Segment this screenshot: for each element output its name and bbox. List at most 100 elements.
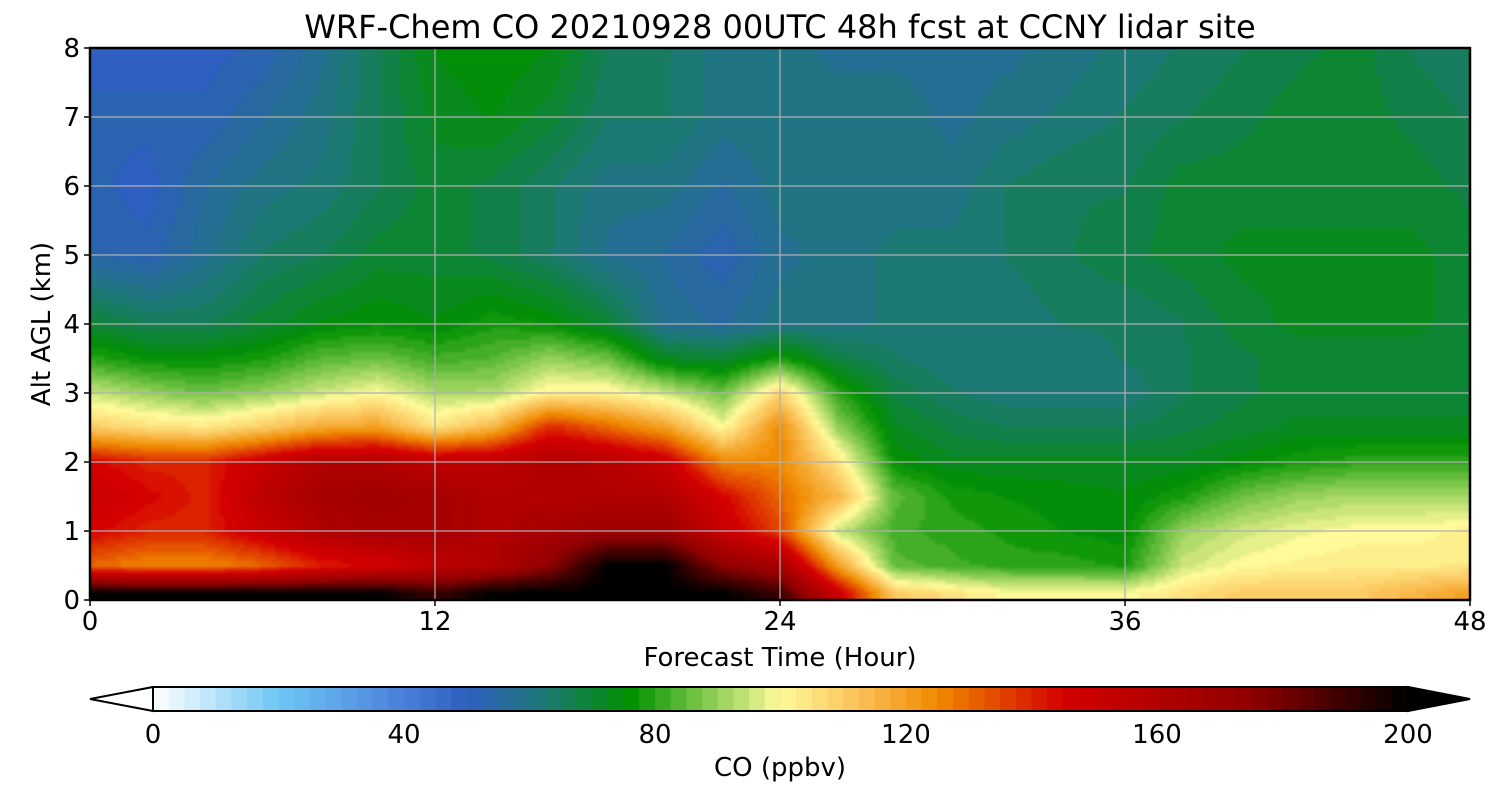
colorbar-segment xyxy=(1235,687,1252,711)
colorbar-frame xyxy=(152,686,1409,712)
colorbar-ticks: 0 40 80 120 160 200 xyxy=(145,720,1433,750)
colorbar-segment xyxy=(1392,687,1409,711)
colorbar-segment xyxy=(1172,687,1189,711)
colorbar-segment xyxy=(1251,687,1268,711)
colorbar-segment xyxy=(607,687,625,711)
colorbar-segment xyxy=(451,687,468,711)
colorbar-segment xyxy=(1157,687,1174,711)
colorbar-segment xyxy=(356,687,374,711)
colorbar-segment xyxy=(168,687,185,711)
colorbar-segment xyxy=(466,687,484,711)
colorbar-tick-label: 200 xyxy=(1383,720,1433,750)
colorbar-segment xyxy=(1219,687,1237,711)
colorbar-label: CO (ppbv) xyxy=(714,753,846,783)
x-tick-label: 36 xyxy=(1108,607,1141,637)
colorbar-segment xyxy=(623,687,640,711)
colorbar-segment xyxy=(733,687,750,711)
colorbar-tick-label: 40 xyxy=(387,720,420,750)
colorbar-segment xyxy=(262,687,280,711)
colorbar-segment xyxy=(749,687,766,711)
colorbar-segment xyxy=(231,687,248,711)
colorbar-segment xyxy=(1266,687,1284,711)
y-tick-label: 0 xyxy=(63,586,80,616)
x-axis: 0 12 24 36 48 xyxy=(82,600,1487,637)
colorbar-segment xyxy=(1141,687,1158,711)
colorbar-segment xyxy=(247,687,264,711)
colorbar-segment xyxy=(858,687,876,711)
colorbar-segment xyxy=(874,687,891,711)
y-tick-label: 6 xyxy=(63,172,80,202)
colorbar-segment xyxy=(1109,687,1127,711)
colorbar-segment xyxy=(1188,687,1205,711)
chart-title: WRF-Chem CO 20210928 00UTC 48h fcst at C… xyxy=(304,8,1255,46)
colorbar-segment xyxy=(843,687,860,711)
colorbar-segment xyxy=(968,687,986,711)
colorbar-segment xyxy=(639,687,656,711)
colorbar-segment xyxy=(796,687,813,711)
colorbar-segment xyxy=(278,687,295,711)
colorbar-segment xyxy=(702,687,719,711)
colorbar-segment xyxy=(200,687,217,711)
x-axis-label: Forecast Time (Hour) xyxy=(643,643,916,673)
colorbar-segment xyxy=(686,687,703,711)
colorbar-segment xyxy=(372,687,389,711)
colorbar-segment xyxy=(1000,687,1017,711)
colorbar-segment xyxy=(560,687,578,711)
x-tick-label: 12 xyxy=(418,607,451,637)
colorbar-tick-label: 80 xyxy=(638,720,671,750)
colorbar-segment xyxy=(341,687,358,711)
colorbar-segment xyxy=(670,687,687,711)
colorbar-segment xyxy=(655,687,672,711)
colorbar-segment xyxy=(937,687,954,711)
colorbar-segment xyxy=(184,687,201,711)
colorbar-segment xyxy=(309,687,327,711)
colorbar-segment xyxy=(1015,687,1033,711)
colorbar-segment xyxy=(325,687,342,711)
colorbar-segment xyxy=(498,687,515,711)
colorbar-segment xyxy=(1313,687,1331,711)
colorbar-segment xyxy=(906,687,923,711)
y-axis: 0 1 2 3 4 5 6 7 8 xyxy=(63,34,90,616)
colorbar-extend-high xyxy=(1407,685,1471,713)
colorbar-tick-label: 0 xyxy=(145,720,162,750)
colorbar-segment xyxy=(529,687,546,711)
colorbar-segment xyxy=(435,687,452,711)
colorbar-segment xyxy=(1282,687,1299,711)
colorbar-segment xyxy=(1329,687,1346,711)
colorbar-segment xyxy=(294,687,311,711)
colorbar-segment xyxy=(921,687,938,711)
colorbar-segment xyxy=(717,687,735,711)
y-tick-label: 4 xyxy=(63,310,80,340)
colorbar-segment xyxy=(1298,687,1315,711)
y-tick-label: 1 xyxy=(63,517,80,547)
colorbar-segment xyxy=(1031,687,1048,711)
x-tick-label: 24 xyxy=(763,607,796,637)
colorbar-tick-label: 120 xyxy=(881,720,931,750)
colorbar-segment xyxy=(1204,687,1221,711)
y-tick-label: 3 xyxy=(63,379,80,409)
colorbar-segment xyxy=(1125,687,1142,711)
colorbar-segment xyxy=(811,687,829,711)
colorbar xyxy=(89,685,1471,713)
colorbar-segment xyxy=(1062,687,1080,711)
colorbar-segment xyxy=(592,687,609,711)
colorbar-segment xyxy=(764,687,782,711)
colorbar-segment xyxy=(419,687,436,711)
x-tick-label: 0 xyxy=(82,607,99,637)
colorbar-segment xyxy=(1345,687,1362,711)
colorbar-segment xyxy=(404,687,421,711)
y-tick-label: 2 xyxy=(63,448,80,478)
colorbar-segment xyxy=(388,687,405,711)
colorbar-segment xyxy=(827,687,844,711)
colorbar-segment xyxy=(482,687,499,711)
colorbar-segment xyxy=(1078,687,1095,711)
y-tick-label: 7 xyxy=(63,103,80,133)
colorbar-segment xyxy=(1047,687,1064,711)
colorbar-segment xyxy=(953,687,970,711)
colorbar-extend-low xyxy=(89,685,154,713)
colorbar-segment xyxy=(1094,687,1111,711)
y-axis-label: Alt AGL (km) xyxy=(27,242,57,406)
colorbar-segment xyxy=(545,687,562,711)
colorbar-segment xyxy=(1376,687,1393,711)
